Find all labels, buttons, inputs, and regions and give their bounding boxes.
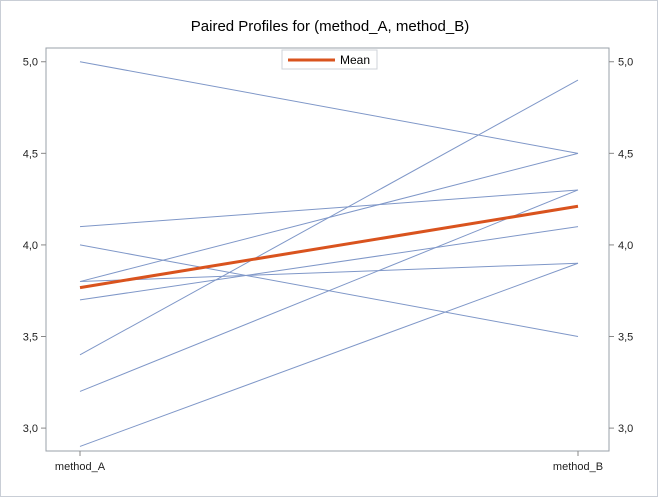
- y-tick-label-left: 5,0: [23, 57, 38, 69]
- y-tick-label-right: 3,5: [618, 332, 633, 344]
- profile-line: [79, 189, 579, 228]
- left-y-axis: 3,0 3,5 4,0 4,5 5,0: [23, 57, 46, 435]
- right-y-axis: 3,0 3,5 4,0 4,5 5,0: [609, 57, 633, 435]
- chart-title: Paired Profiles for (method_A, method_B): [191, 18, 469, 35]
- profile-line: [79, 226, 579, 301]
- profile-line: [79, 79, 579, 356]
- profile-line: [79, 61, 579, 154]
- y-tick-label-right: 3,0: [618, 423, 633, 435]
- legend: Mean: [281, 49, 378, 70]
- y-tick-label-left: 4,5: [23, 148, 38, 160]
- profile-lines: [79, 61, 579, 447]
- x-tick-label: method_A: [55, 461, 106, 473]
- mean-line: [79, 204, 579, 290]
- plot-area: [45, 47, 610, 452]
- profile-line: [79, 189, 579, 392]
- mean-series: [79, 204, 579, 290]
- x-axis: method_A method_B: [55, 451, 603, 473]
- profile-line: [79, 262, 579, 447]
- profile-line: [79, 262, 579, 283]
- legend-label-mean: Mean: [340, 53, 370, 67]
- x-tick-label: method_B: [553, 461, 603, 473]
- y-tick-label-right: 4,5: [618, 148, 633, 160]
- y-tick-label-left: 3,5: [23, 332, 38, 344]
- y-tick-label-right: 5,0: [618, 57, 633, 69]
- y-tick-label-right: 4,0: [618, 240, 633, 252]
- y-tick-label-left: 3,0: [23, 423, 38, 435]
- y-tick-label-left: 4,0: [23, 240, 38, 252]
